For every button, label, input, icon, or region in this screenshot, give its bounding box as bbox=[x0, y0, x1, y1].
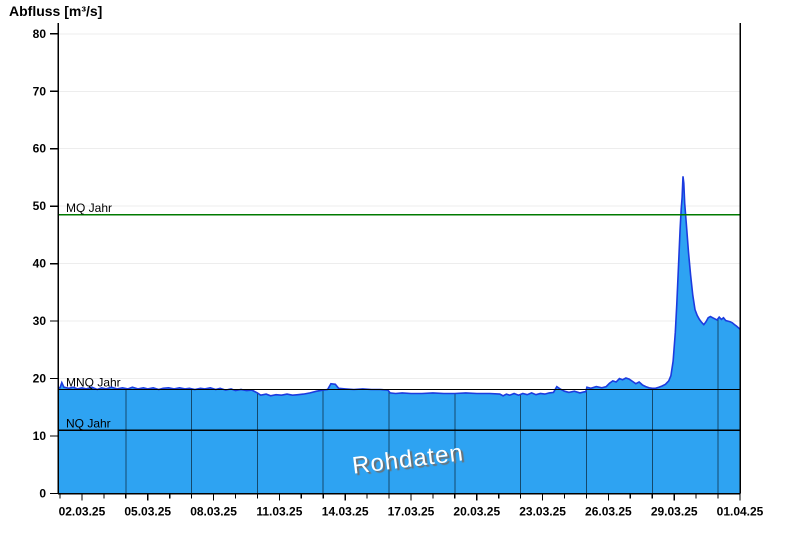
x-tick-label: 29.03.25 bbox=[651, 505, 698, 519]
y-tick-label: 50 bbox=[33, 199, 47, 213]
discharge-area bbox=[58, 176, 740, 494]
y-tick-label: 70 bbox=[33, 84, 47, 98]
y-tick-label: 20 bbox=[33, 372, 47, 386]
x-tick-label: 26.03.25 bbox=[585, 505, 632, 519]
y-tick-label: 10 bbox=[33, 429, 47, 443]
x-tick-label: 23.03.25 bbox=[519, 505, 566, 519]
x-tick-label: 14.03.25 bbox=[322, 505, 369, 519]
nq-jahr-label: NQ Jahr bbox=[66, 416, 111, 430]
y-tick-label: 0 bbox=[39, 487, 46, 501]
x-tick-label: 02.03.25 bbox=[59, 505, 106, 519]
chart-title: Abfluss [m³/s] bbox=[9, 3, 103, 19]
y-tick-label: 40 bbox=[33, 257, 47, 271]
x-tick-label: 17.03.25 bbox=[388, 505, 435, 519]
y-tick-label: 60 bbox=[33, 142, 47, 156]
discharge-line bbox=[57, 176, 741, 397]
mq-jahr-label: MQ Jahr bbox=[66, 201, 112, 215]
mnq-jahr-label: MNQ Jahr bbox=[66, 375, 121, 389]
x-tick-label: 11.03.25 bbox=[256, 505, 302, 519]
x-tick-label: 08.03.25 bbox=[190, 505, 237, 519]
x-tick-label: 20.03.25 bbox=[453, 505, 500, 519]
y-tick-label: 30 bbox=[33, 314, 47, 328]
y-tick-label: 80 bbox=[33, 27, 47, 41]
x-tick-label: 01.04.25 bbox=[717, 505, 764, 519]
x-tick-label: 05.03.25 bbox=[124, 505, 171, 519]
